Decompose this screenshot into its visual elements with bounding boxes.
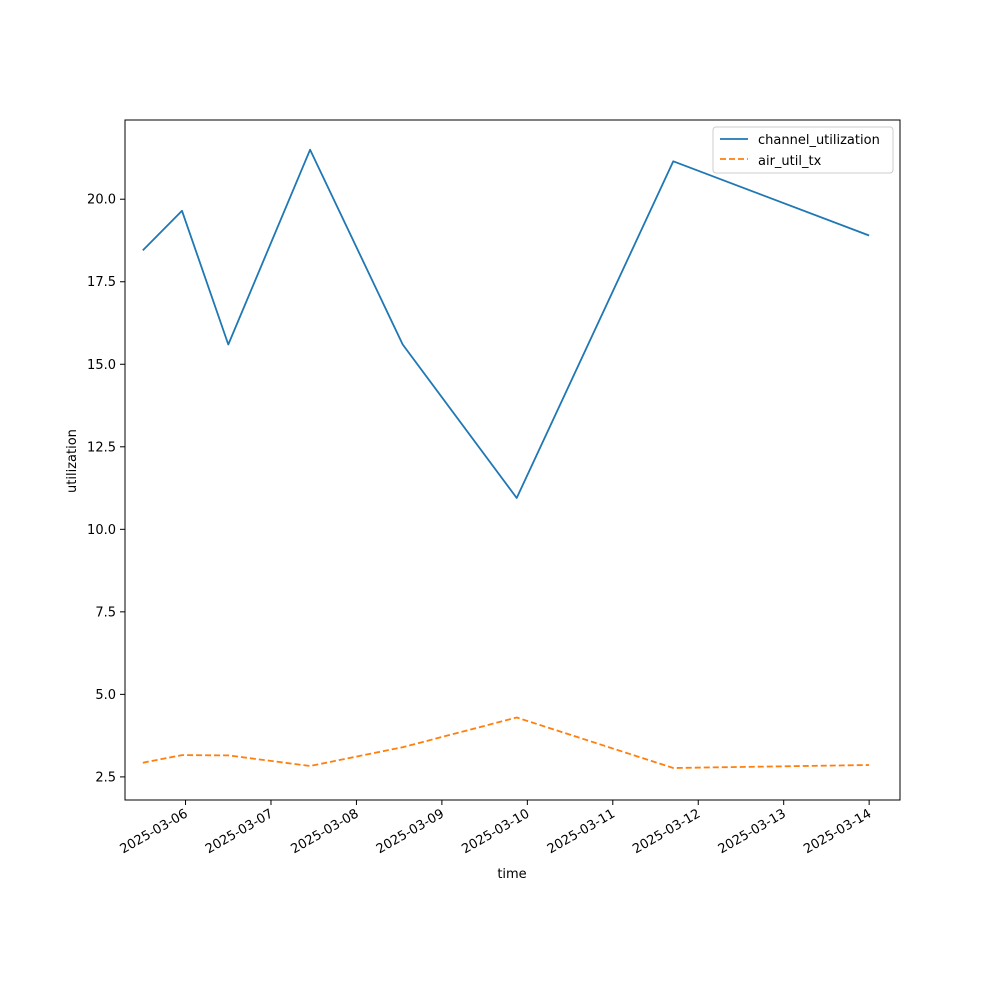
y-tick-label: 12.5 xyxy=(87,440,116,455)
y-tick-label: 20.0 xyxy=(87,193,116,208)
y-tick-label: 17.5 xyxy=(87,275,116,290)
series-line-air-util-tx xyxy=(142,716,870,769)
y-tick-label: 15.0 xyxy=(87,358,116,373)
x-tick-label: 2025-03-10 xyxy=(459,806,532,857)
plot-frame xyxy=(124,119,901,801)
plot-area xyxy=(125,120,900,800)
series-layer xyxy=(142,148,870,769)
y-axis-title: utilization xyxy=(65,429,80,493)
x-tick-label: 2025-03-07 xyxy=(203,806,276,857)
y-tick-label: 2.5 xyxy=(95,770,116,785)
x-tick-label: 2025-03-11 xyxy=(545,806,618,857)
x-tick-label: 2025-03-14 xyxy=(801,806,874,857)
x-tick-label: 2025-03-12 xyxy=(630,806,703,857)
x-tick-label: 2025-03-09 xyxy=(374,806,447,857)
legend-box xyxy=(712,126,894,174)
legend-label-channel-utilization: channel_utilization xyxy=(758,133,880,148)
x-tick-label: 2025-03-13 xyxy=(716,806,789,857)
y-axis-ticks: 2.5 5.0 7.5 10.0 12.5 15.0 17.5 20.0 xyxy=(87,193,125,785)
legend: channel_utilization air_util_tx xyxy=(712,126,894,174)
x-axis-title: time xyxy=(497,867,526,882)
x-tick-label: 2025-03-08 xyxy=(288,806,361,857)
y-tick-label: 10.0 xyxy=(87,523,116,538)
y-tick-label: 7.5 xyxy=(95,605,116,620)
legend-label-air-util-tx: air_util_tx xyxy=(758,154,822,169)
y-tick-label: 5.0 xyxy=(95,688,116,703)
x-axis-ticks: 2025-03-06 2025-03-07 2025-03-08 2025-03-09… xyxy=(118,800,874,857)
x-tick-label: 2025-03-06 xyxy=(118,806,191,857)
series-line-channel-utilization xyxy=(142,148,870,499)
